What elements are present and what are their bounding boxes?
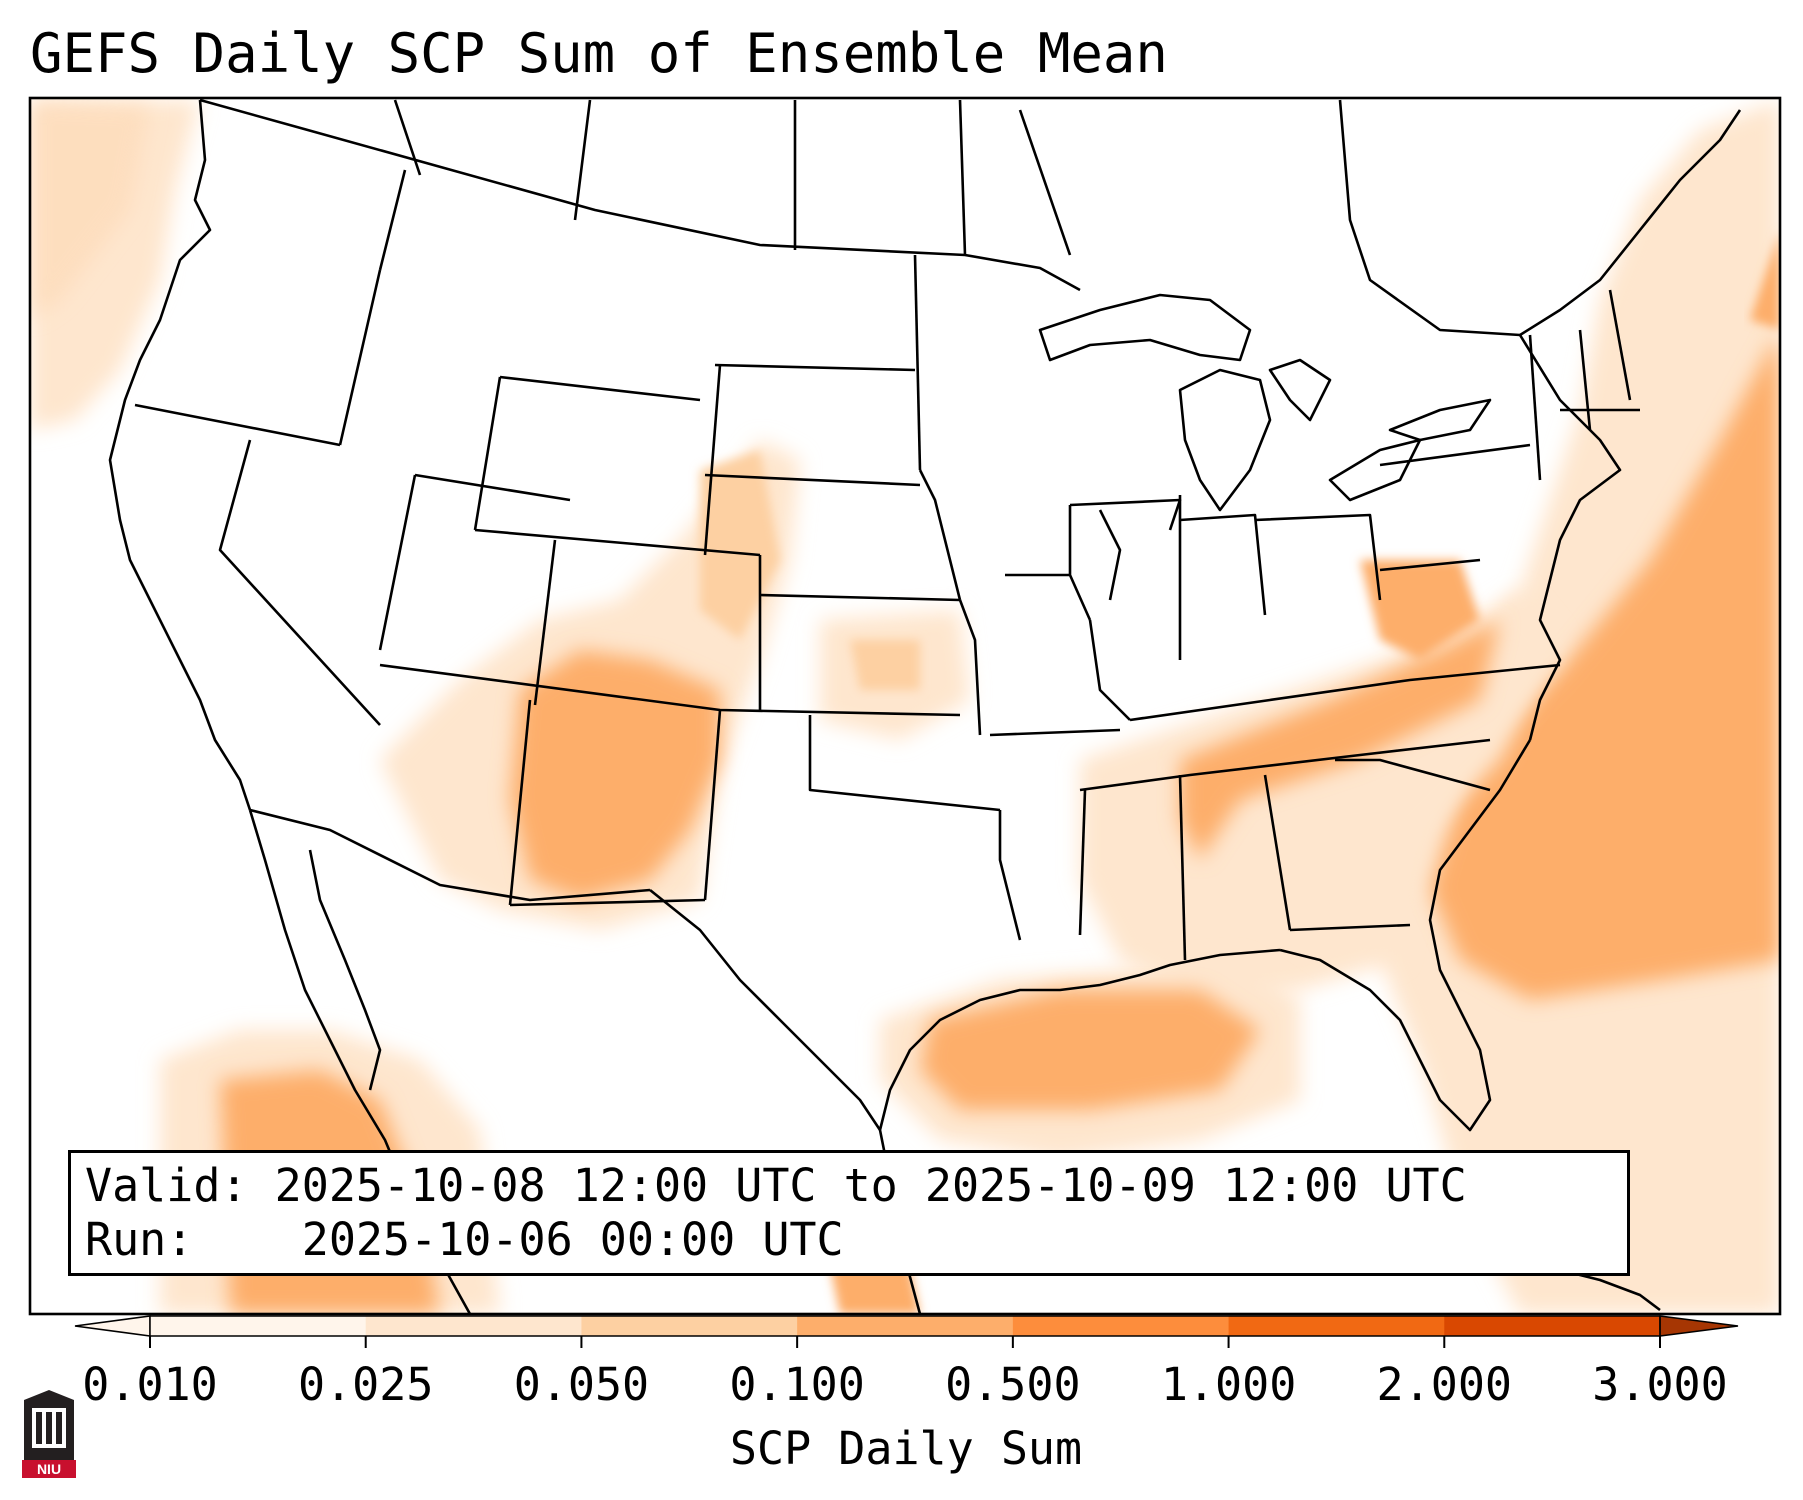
colorbar-segment	[1444, 1316, 1661, 1336]
colorbar-tick-label: 0.010	[82, 1358, 218, 1411]
colorbar-outline	[149, 1315, 1661, 1337]
valid-label: Valid:	[85, 1159, 248, 1212]
niu-logo-icon: NIU	[22, 1390, 76, 1478]
colorbar	[74, 1315, 1739, 1348]
colorbar-segment	[150, 1316, 367, 1336]
colorbar-segment	[365, 1316, 582, 1336]
colorbar-label: SCP Daily Sum	[729, 1422, 1083, 1475]
run-text: 2025-10-06 00:00 UTC	[301, 1213, 844, 1266]
colorbar-extend-high	[1659, 1315, 1739, 1337]
colorbar-segment	[797, 1316, 1014, 1336]
info-box: Valid: 2025-10-08 12:00 UTC to 2025-10-0…	[68, 1150, 1630, 1276]
colorbar-segment	[581, 1316, 798, 1336]
colorbar-tick-label: 0.100	[729, 1358, 865, 1411]
valid-text: 2025-10-08 12:00 UTC to 2025-10-09 12:00…	[274, 1159, 1467, 1212]
page-title: GEFS Daily SCP Sum of Ensemble Mean	[30, 22, 1168, 85]
scp-shading	[30, 100, 1780, 1314]
run-label: Run:	[85, 1213, 194, 1266]
colorbar-tick-label: 0.050	[513, 1358, 650, 1411]
colorbar-tick-label: 0.500	[945, 1358, 1081, 1411]
logo-text: NIU	[37, 1461, 61, 1477]
colorbar-tick-label: 1.000	[1160, 1358, 1297, 1411]
boundaries	[108, 98, 1742, 1314]
colorbar-tick-label: 2.000	[1376, 1358, 1513, 1411]
colorbar-segment	[1012, 1316, 1230, 1336]
colorbar-tick-label: 0.025	[297, 1358, 434, 1411]
colorbar-tick-label: 3.000	[1592, 1358, 1728, 1411]
colorbar-extend-low	[74, 1315, 151, 1337]
colorbar-segment	[1228, 1316, 1445, 1336]
